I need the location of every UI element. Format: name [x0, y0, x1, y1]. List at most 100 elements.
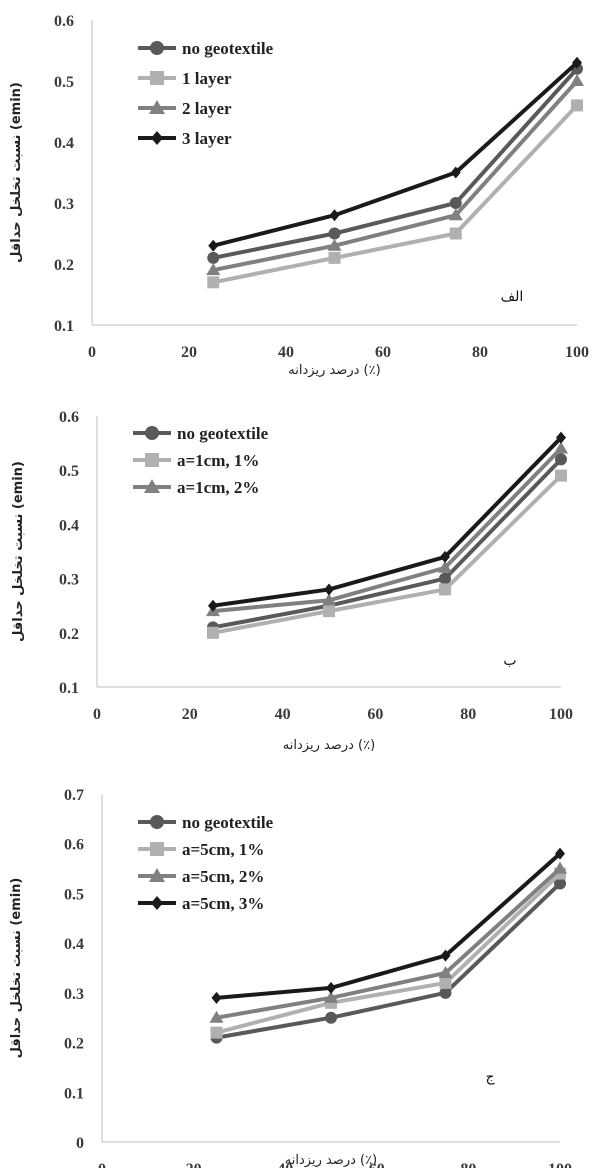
- square-marker: [328, 251, 341, 264]
- legend: no geotextile a=5cm, 1% a=5cm, 2% a=5cm, 3%: [138, 813, 274, 913]
- chart-panel-2: 0.1 0.2 0.3 0.4 0.5 0.6 0 20 40 60 80 100 درصد ریزدا…: [0, 385, 595, 770]
- legend-label: 3 layer: [182, 129, 232, 148]
- chart-svg: 0.1 0.2 0.3 0.4 0.5 0.6 0 20 40 60 80 100 درصد ریزدا…: [9, 13, 589, 378]
- triangle-marker: [438, 560, 452, 573]
- legend: no geotextile a=1cm, 1% a=1cm, 2%: [133, 424, 269, 497]
- series-line: [212, 79, 579, 273]
- triangle-marker: [553, 861, 567, 874]
- triangle-marker: [570, 74, 584, 86]
- y-tick-label: 0.3: [59, 572, 79, 589]
- diamond-marker: [151, 896, 163, 910]
- y-tick-label: 0.5: [64, 886, 84, 903]
- series-3: [206, 441, 568, 617]
- x-axis-label: درصد ریزدانه (٪): [285, 1153, 377, 1168]
- series-line: [215, 872, 562, 1035]
- series-line: [212, 457, 563, 630]
- panel-annotation: ج: [485, 1069, 495, 1085]
- y-tick-label: 0.4: [64, 936, 84, 953]
- square-marker: [323, 605, 335, 618]
- diamond-marker: [208, 599, 218, 612]
- y-tick-label: 0.1: [64, 1085, 84, 1102]
- x-axis-label: درصد ریزدانه (٪): [288, 363, 380, 378]
- panel-annotation: الف: [501, 289, 524, 305]
- series-line: [216, 852, 562, 1000]
- legend-label: a=5cm, 2%: [182, 867, 264, 886]
- diamond-marker: [555, 847, 565, 860]
- diamond-marker: [572, 56, 582, 69]
- chart-svg: 0.1 0.2 0.3 0.4 0.5 0.6 0 20 40 60 80 100 درصد ریزدا…: [11, 409, 573, 753]
- chart-svg: 0 0.1 0.2 0.3 0.4 0.5 0.6 0.7 0 20 40 60 80 100 درصد ر…: [9, 787, 572, 1168]
- x-tick-label: 60: [367, 706, 383, 723]
- circle-marker: [207, 251, 220, 264]
- y-axis-label: نسبت تخلخل حداقل (emin): [11, 461, 26, 642]
- y-tick-label: 0.5: [59, 463, 79, 480]
- square-marker: [207, 276, 220, 289]
- series-4: [208, 56, 582, 252]
- x-tick-label: 80: [460, 1161, 476, 1168]
- triangle-marker: [149, 868, 165, 882]
- legend-label: no geotextile: [182, 39, 274, 58]
- x-tick-label: 20: [186, 1161, 202, 1168]
- x-tick-label: 60: [369, 1161, 385, 1168]
- y-tick-label: 0.6: [64, 837, 84, 854]
- triangle-marker: [149, 100, 165, 114]
- panel-annotation: ب: [503, 653, 516, 669]
- triangle-marker: [209, 1010, 224, 1023]
- diamond-marker: [324, 583, 334, 596]
- square-marker: [571, 99, 583, 112]
- y-tick-label: 0.6: [54, 13, 74, 30]
- circle-marker: [439, 572, 451, 585]
- x-tick-label: 100: [549, 706, 573, 723]
- triangle-marker: [144, 479, 160, 493]
- square-marker: [210, 1026, 223, 1039]
- y-tick-label: 0.3: [54, 196, 74, 213]
- y-tick-label: 0.4: [54, 135, 74, 152]
- x-tick-label: 80: [460, 706, 476, 723]
- y-tick-label: 0.4: [59, 517, 79, 534]
- circle-marker: [325, 1011, 337, 1024]
- legend-label: no geotextile: [182, 813, 274, 832]
- square-marker: [439, 583, 451, 596]
- x-axis-label: درصد ریزدانه (٪): [283, 738, 375, 753]
- triangle-marker: [206, 263, 221, 276]
- square-marker: [439, 976, 452, 989]
- y-tick-label: 0: [76, 1135, 84, 1152]
- circle-marker: [439, 986, 452, 999]
- diamond-marker: [151, 131, 163, 145]
- circle-marker: [554, 877, 566, 890]
- legend-label: a=1cm, 2%: [177, 478, 259, 497]
- triangle-marker: [554, 441, 568, 454]
- y-tick-label: 0.7: [64, 787, 84, 804]
- diamond-marker: [440, 550, 450, 563]
- x-tick-label: 20: [182, 706, 198, 723]
- series-4: [208, 431, 566, 612]
- diamond-marker: [211, 991, 222, 1004]
- chart-panel-3: 0 0.1 0.2 0.3 0.4 0.5 0.6 0.7 0 20 40 60 80 100 درصد ر…: [0, 770, 595, 1168]
- circle-marker: [150, 41, 164, 55]
- square-marker: [145, 453, 159, 467]
- series-2: [207, 469, 567, 639]
- diamond-marker: [440, 949, 451, 962]
- legend-label: a=5cm, 1%: [182, 840, 264, 859]
- legend-label: a=5cm, 3%: [182, 894, 264, 913]
- y-tick-label: 0.2: [64, 1036, 84, 1053]
- circle-marker: [145, 426, 159, 440]
- y-tick-label: 0.3: [64, 986, 84, 1003]
- y-axis-label: نسبت تخلخل حداقل (emin): [9, 82, 24, 263]
- triangle-marker: [324, 990, 338, 1003]
- x-tick-label: 100: [565, 344, 589, 361]
- circle-marker: [449, 197, 462, 209]
- circle-marker: [555, 453, 567, 466]
- diamond-marker: [450, 166, 461, 179]
- y-tick-label: 0.6: [59, 409, 79, 426]
- diamond-marker: [329, 209, 340, 222]
- diamond-marker: [208, 239, 219, 252]
- circle-marker: [150, 815, 164, 829]
- series-line: [212, 67, 579, 260]
- x-tick-label: 0: [98, 1161, 106, 1168]
- square-marker: [449, 227, 462, 240]
- series-4: [211, 847, 565, 1004]
- legend: no geotextile 1 layer 2 layer 3 layer: [138, 39, 274, 148]
- series-1: [210, 877, 566, 1044]
- series-line: [216, 867, 562, 1020]
